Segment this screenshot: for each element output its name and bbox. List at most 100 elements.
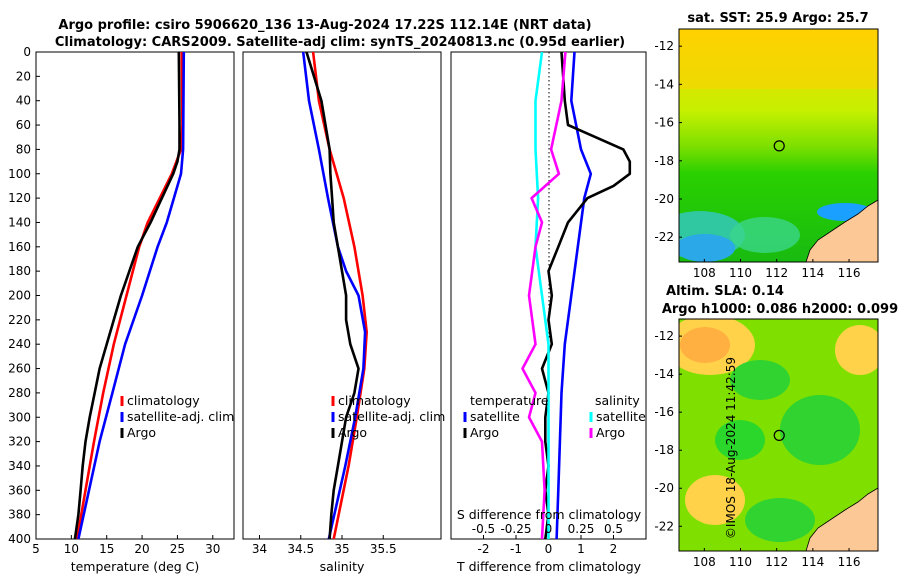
lon-tick-label: 116 (838, 266, 861, 280)
t-difference-tick-label: 1 (577, 542, 585, 556)
lat-tick-label: -16 (654, 116, 674, 130)
lat-tick-label: -14 (654, 77, 674, 91)
legend-satellite-label: satellite-adj. clim (127, 409, 234, 424)
depth-tick-label: 400 (8, 532, 31, 546)
legend-s-argo-label: Argo (596, 425, 625, 440)
difference-series (521, 51, 632, 540)
series-t-argo (540, 51, 632, 540)
temperature-tick-label: 5 (32, 542, 40, 556)
depth-tick-label: 200 (8, 289, 31, 303)
sst-map: sat. SST: 25.9 Argo: 25.7 108 110 112 114 11… (654, 11, 879, 280)
t-difference-tick-label: 0 (545, 542, 553, 556)
lon-tick-label: 112 (765, 555, 788, 569)
t-difference-tick-label: -1 (510, 542, 522, 556)
imos-watermark: ©IMOS 18-Aug-2024 11:42:59 (724, 357, 738, 539)
depth-tick-label: 120 (8, 191, 31, 205)
depth-tick-labels: 0 20 40 60 80 100 120 140 160 180 200 220 240 260 280 3… (8, 45, 40, 546)
sla-map-title-line1: Altim. SLA: 0.14 (666, 284, 784, 299)
series-s-argo (521, 51, 567, 540)
legend-climatology-label: climatology (338, 393, 411, 408)
salinity-tick-label: 35.5 (370, 542, 397, 556)
t-difference-tick-label: 2 (610, 542, 618, 556)
sla-map-title-line2: Argo h1000: 0.086 h2000: 0.099 (662, 302, 898, 317)
depth-tick-label: 280 (8, 386, 31, 400)
salinity-series (301, 51, 369, 540)
salinity-tick-labels: 34 34.5 35 35.5 (252, 535, 397, 556)
lon-tick-label: 114 (801, 266, 824, 280)
difference-legend: temperature satellite Argo salinity sate… (463, 393, 646, 440)
lon-tick-label: 108 (693, 555, 716, 569)
lat-tick-label: -12 (654, 329, 674, 343)
temperature-xlabel: temperature (deg C) (71, 559, 200, 574)
lat-tick-label: -22 (654, 230, 674, 244)
depth-tick-label: 340 (8, 459, 31, 473)
temperature-panel: 0 20 40 60 80 100 120 140 160 180 200 220 240 260 280 3… (8, 45, 235, 574)
depth-tick-label: 300 (8, 410, 31, 424)
temperature-tick-label: 25 (170, 542, 185, 556)
lon-tick-label: 110 (729, 266, 752, 280)
sst-map-tick-labels: 108 110 112 114 116 -12 -14 -16 -18 -20 -22 (654, 39, 860, 280)
depth-tick-label: 240 (8, 337, 31, 351)
depth-tick-label: 320 (8, 435, 31, 449)
lat-tick-label: -22 (654, 519, 674, 533)
temperature-tick-label: 20 (134, 542, 149, 556)
legend-argo-label: Argo (338, 425, 367, 440)
temperature-legend: climatology satellite-adj. clim Argo (120, 393, 234, 440)
legend-climatology-label: climatology (127, 393, 200, 408)
t-difference-tick-labels: -2 -1 0 1 2 (478, 535, 618, 556)
depth-tick-label: 160 (8, 240, 31, 254)
salinity-panel: 34 34.5 35 35.5 salinity climatology satell… (242, 51, 445, 574)
lat-tick-label: -18 (654, 154, 674, 168)
depth-tick-label: 100 (8, 167, 31, 181)
sla-map-tick-labels: 108 110 112 114 116 -12 -14 -16 -18 -20 -22 (654, 329, 860, 569)
depth-tick-label: 180 (8, 264, 31, 278)
sst-map-title: sat. SST: 25.9 Argo: 25.7 (687, 11, 868, 26)
depth-tick-label: 20 (16, 69, 31, 83)
lat-tick-label: -16 (654, 405, 674, 419)
series-satellite-adj-clim (301, 51, 367, 540)
temperature-tick-label: 10 (64, 542, 79, 556)
title-line1: Argo profile: csiro 5906620_136 13-Aug-2… (58, 18, 591, 33)
lat-tick-label: -12 (654, 39, 674, 53)
depth-tick-label: 260 (8, 362, 31, 376)
depth-tick-label: 140 (8, 215, 31, 229)
depth-tick-label: 0 (23, 45, 31, 59)
depth-tick-label: 360 (8, 483, 31, 497)
s-difference-tick-label: 0.25 (568, 522, 595, 536)
depth-tick-label: 80 (16, 142, 31, 156)
lat-tick-label: -20 (654, 192, 674, 206)
s-difference-tick-label: -0.25 (500, 522, 531, 536)
depth-tick-label: 60 (16, 118, 31, 132)
lon-tick-label: 108 (693, 266, 716, 280)
salinity-xlabel: salinity (320, 559, 365, 574)
sst-land (805, 199, 878, 262)
salinity-tick-label: 34.5 (287, 542, 314, 556)
legend-satellite-label: satellite-adj. clim (338, 409, 445, 424)
legend-salinity-header: salinity (595, 393, 640, 408)
argo-location-marker (773, 429, 785, 441)
depth-tick-label: 220 (8, 313, 31, 327)
s-difference-tick-label: -0.5 (472, 522, 495, 536)
salinity-axes (242, 51, 442, 540)
series-argo (73, 51, 181, 540)
argo-location-marker (773, 140, 785, 152)
temperature-series (73, 51, 186, 540)
t-difference-tick-label: -2 (478, 542, 490, 556)
s-difference-tick-labels: -0.5 -0.25 0 0.25 0.5 (472, 522, 623, 536)
legend-temperature-header: temperature (470, 393, 549, 408)
lon-tick-label: 116 (838, 555, 861, 569)
series-t-satellite (555, 51, 593, 540)
lat-tick-label: -14 (654, 367, 674, 381)
temperature-tick-label: 15 (99, 542, 114, 556)
temperature-tick-labels: 5 10 15 20 25 30 (32, 535, 220, 556)
lat-tick-label: -18 (654, 443, 674, 457)
legend-argo-label: Argo (127, 425, 156, 440)
s-difference-tick-label: 0.5 (604, 522, 623, 536)
temperature-tick-label: 30 (205, 542, 220, 556)
sla-map: Altim. SLA: 0.14 Argo h1000: 0.086 h2000… (654, 284, 898, 569)
legend-s-satellite-label: satellite (596, 409, 646, 424)
lon-tick-label: 114 (801, 555, 824, 569)
lat-tick-label: -20 (654, 481, 674, 495)
legend-t-argo-label: Argo (470, 425, 499, 440)
